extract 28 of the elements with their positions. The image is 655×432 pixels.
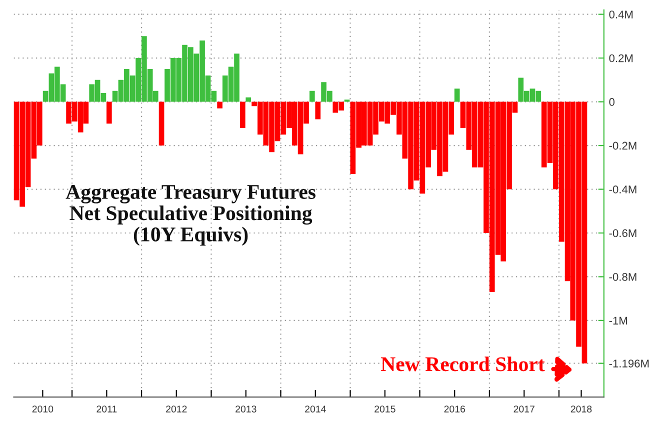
y-tick-label: 0.2M	[609, 54, 633, 62]
x-tick-label: 2010	[32, 406, 54, 412]
y-tick-label: 0.4M	[609, 10, 633, 18]
bar	[310, 90, 315, 102]
bar	[246, 97, 252, 102]
y-tick-label: -0.2M	[609, 142, 636, 150]
bar	[217, 102, 222, 108]
bar	[315, 102, 321, 120]
x-tick-label: 2018	[570, 406, 592, 412]
x-tick-label: 2016	[444, 406, 465, 412]
y-tick-label: 0	[609, 98, 615, 106]
y-tick-label: -0.8M	[609, 273, 636, 281]
bar	[240, 102, 246, 128]
x-tick-label: 2015	[374, 406, 396, 412]
x-tick-label: 2012	[166, 406, 187, 412]
x-tick-label: 2013	[236, 406, 256, 412]
x-tick-label: 2014	[305, 406, 326, 412]
x-tick-label: 2017	[514, 406, 534, 412]
y-tick-label: -0.6M	[609, 229, 636, 238]
annotation: New Record Short	[380, 356, 545, 372]
bar	[158, 102, 164, 146]
y-tick-label: -1.196M	[609, 360, 649, 368]
y-tick-label: -0.4M	[609, 186, 636, 194]
y-tick-label: -1M	[609, 316, 627, 324]
text: Aggregate Treasury Futures Net Speculative Positioning (10Y Equivs)	[66, 185, 316, 246]
x-tick-label: 2011	[96, 406, 117, 412]
bar	[106, 102, 112, 124]
bar	[454, 88, 460, 102]
